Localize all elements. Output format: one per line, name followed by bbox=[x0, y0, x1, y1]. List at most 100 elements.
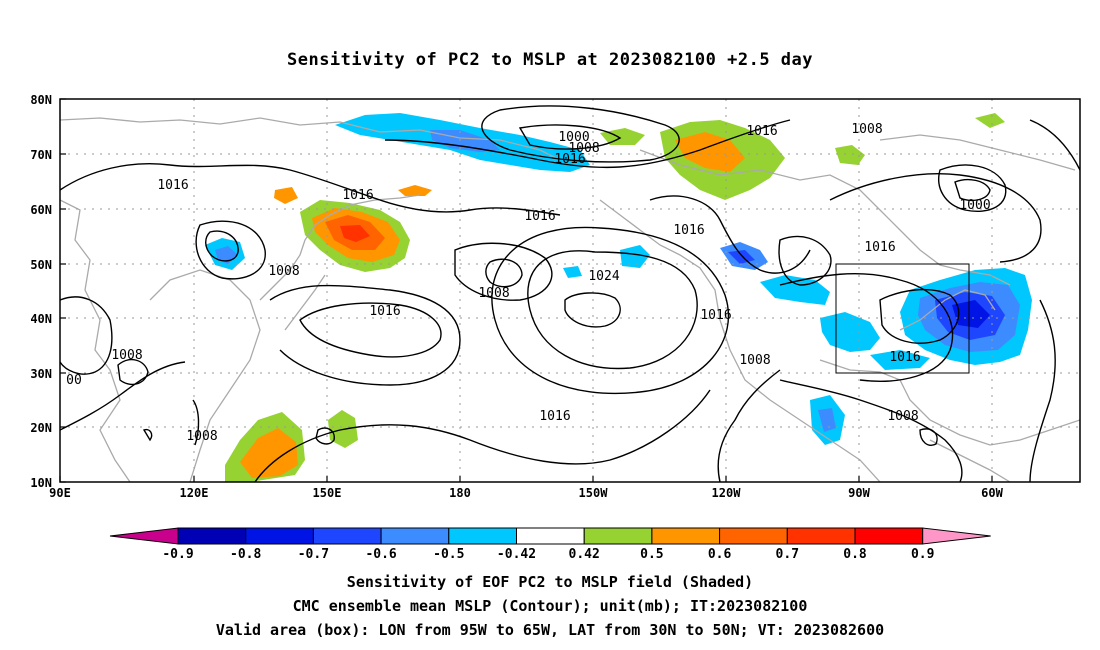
contour-line bbox=[649, 195, 811, 274]
contour-label: 1008 bbox=[478, 286, 509, 301]
positive-anomaly-region bbox=[274, 187, 298, 204]
contour-line bbox=[60, 361, 186, 431]
contour-line bbox=[117, 358, 149, 386]
contour-line bbox=[518, 124, 622, 150]
contour-line bbox=[192, 399, 200, 446]
colorbar-segment bbox=[651, 527, 721, 545]
positive-anomaly-region bbox=[975, 113, 1005, 128]
negative-anomaly-region bbox=[728, 250, 755, 264]
colorbar-segment bbox=[177, 527, 247, 545]
contour-label: 1000 bbox=[558, 130, 589, 145]
lat-label: 70N bbox=[30, 148, 52, 162]
contour-line bbox=[564, 292, 621, 328]
lon-label: 120E bbox=[180, 486, 209, 500]
colorbar-segment bbox=[516, 527, 585, 545]
contour-line bbox=[299, 302, 442, 358]
contour-line bbox=[491, 226, 730, 395]
contour-label: 1016 bbox=[342, 188, 373, 203]
caption-contour: CMC ensemble mean MSLP (Contour); unit(m… bbox=[292, 597, 808, 615]
contour-label: 1008 bbox=[887, 409, 918, 424]
contour-label: 1016 bbox=[157, 178, 188, 193]
contour-line bbox=[779, 379, 963, 482]
colorbar-label: -0.7 bbox=[298, 547, 329, 562]
contour-label: 1008 bbox=[186, 429, 217, 444]
coastline bbox=[284, 274, 326, 331]
longitude-labels: 90E 120E 150E 180 150W 120W 90W 60W bbox=[49, 486, 1003, 500]
lon-label: 90W bbox=[848, 486, 870, 500]
contour-line bbox=[269, 284, 461, 386]
contour-line bbox=[60, 296, 113, 375]
lon-label: 150E bbox=[313, 486, 342, 500]
colorbar-segment bbox=[786, 527, 856, 545]
lat-label: 30N bbox=[30, 367, 52, 381]
negative-anomaly-region bbox=[563, 266, 582, 278]
lat-label: 50N bbox=[30, 258, 52, 272]
coastline bbox=[259, 194, 421, 301]
map-frame bbox=[59, 98, 1081, 483]
negative-anomaly-region bbox=[820, 312, 880, 352]
contour-label: 1008 bbox=[268, 264, 299, 279]
colorbar-segment bbox=[448, 527, 517, 545]
coastline bbox=[60, 199, 131, 482]
contour-label: 1008 bbox=[851, 122, 882, 137]
contour-label: 1008 bbox=[568, 141, 599, 156]
caption-valid-area: Valid area (box): LON from 95W to 65W, L… bbox=[215, 621, 885, 639]
colorbar-label: 0.9 bbox=[911, 547, 934, 562]
contour-label: 1016 bbox=[539, 409, 570, 424]
negative-anomaly-region bbox=[620, 245, 650, 268]
coastline bbox=[639, 149, 1011, 286]
negative-anomaly-region bbox=[870, 350, 930, 370]
colorbar-segment bbox=[854, 527, 924, 545]
contour-label: 1016 bbox=[700, 308, 731, 323]
contour-label-group: 1000 1008 1016 1016 1008 1016 1016 1016 … bbox=[66, 122, 990, 444]
contour-line bbox=[142, 428, 153, 442]
contour-line bbox=[1029, 299, 1056, 482]
valid-area-box bbox=[835, 263, 970, 374]
coastline bbox=[899, 289, 996, 331]
coastline bbox=[879, 134, 1076, 171]
latitude-labels: 80N 70N 60N 50N 40N 30N 20N 10N bbox=[30, 93, 52, 490]
contour-label: 1016 bbox=[369, 304, 400, 319]
lon-label: 150W bbox=[579, 486, 609, 500]
colorbar-arrow-low bbox=[109, 527, 179, 545]
positive-anomaly-region bbox=[398, 185, 432, 196]
colorbar-segment bbox=[245, 527, 314, 545]
contour-label: 1016 bbox=[524, 209, 555, 224]
colorbar-arrow-high bbox=[922, 527, 991, 545]
lon-label: 60W bbox=[981, 486, 1003, 500]
colorbar-segment bbox=[312, 527, 382, 545]
coastline bbox=[929, 439, 1011, 482]
colorbar-label: -0.42 bbox=[497, 547, 536, 562]
lat-label: 60N bbox=[30, 203, 52, 217]
colorbar-label: -0.9 bbox=[162, 547, 193, 562]
positive-anomaly-region bbox=[600, 128, 645, 145]
contour-label: 1008 bbox=[739, 353, 770, 368]
contour-label: 1016 bbox=[889, 350, 920, 365]
lat-label: 20N bbox=[30, 421, 52, 435]
contour-line bbox=[60, 163, 561, 216]
contour-line bbox=[779, 273, 954, 382]
positive-anomaly-region bbox=[675, 132, 745, 172]
contour-label: 1016 bbox=[673, 223, 704, 238]
colorbar-segment bbox=[719, 527, 788, 545]
colorbar: -0.9 -0.8 -0.7 -0.6 -0.5 -0.42 0.42 0.5 0.6 0.7 0.… bbox=[109, 527, 991, 562]
contour-line bbox=[717, 369, 781, 482]
colorbar-label: 0.6 bbox=[708, 547, 732, 562]
lon-label: 180 bbox=[449, 486, 471, 500]
colorbar-label: 0.42 bbox=[569, 547, 600, 562]
coastline bbox=[60, 117, 561, 161]
lon-label: 90E bbox=[49, 486, 71, 500]
contour-line bbox=[829, 173, 1042, 263]
positive-anomaly-region bbox=[835, 145, 865, 165]
contour-line bbox=[938, 164, 1007, 212]
coastline bbox=[149, 269, 261, 482]
colorbar-label: 0.5 bbox=[640, 547, 663, 562]
contour-label: 1016 bbox=[554, 152, 585, 167]
contour-line bbox=[879, 288, 960, 344]
contour-label: 1008 bbox=[111, 348, 142, 363]
axis-ticks bbox=[59, 98, 993, 483]
colorbar-label: -0.8 bbox=[230, 547, 261, 562]
positive-anomaly-region bbox=[340, 225, 370, 242]
negative-anomaly-region bbox=[818, 408, 836, 432]
lat-label: 40N bbox=[30, 312, 52, 326]
